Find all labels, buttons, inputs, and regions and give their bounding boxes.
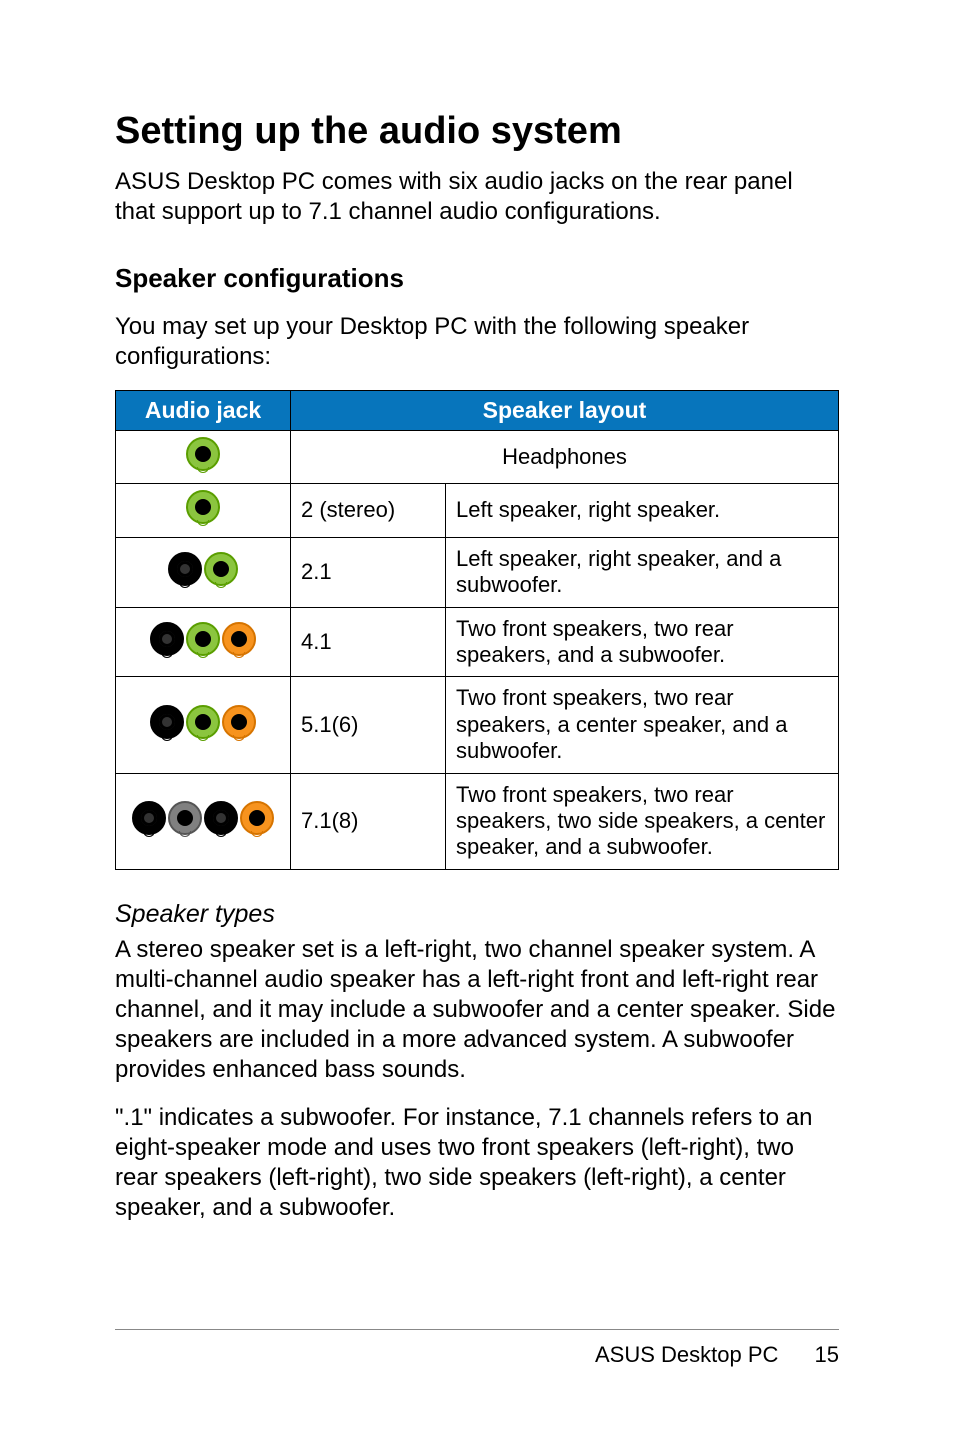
layout-desc: Left speaker, right speaker. [446,484,839,537]
table-row: 2.1Left speaker, right speaker, and a su… [116,537,839,607]
footer-page-number: 15 [815,1342,839,1367]
intro-paragraph: ASUS Desktop PC comes with six audio jac… [115,167,839,227]
table-row: 2 (stereo)Left speaker, right speaker. [116,484,839,537]
audio-jack-icon [168,552,202,586]
layout-desc: Two front speakers, two rear speakers, t… [446,773,839,869]
channel-label: 2.1 [291,537,446,607]
page-title: Setting up the audio system [115,110,839,153]
layout-desc: Headphones [291,431,839,484]
audio-jack-icon [132,801,166,835]
speaker-config-table: Audio jack Speaker layout Headphones2 (s… [115,390,839,870]
section-heading: Speaker configurations [115,263,839,294]
speaker-types-p2: ".1" indicates a subwoofer. For instance… [115,1103,839,1223]
layout-desc: Two front speakers, two rear speakers, a… [446,677,839,773]
audio-jack-icon [186,705,220,739]
audio-jack-icon [222,622,256,656]
layout-desc: Two front speakers, two rear speakers, a… [446,607,839,677]
jack-cell [116,607,291,677]
table-header-jack: Audio jack [116,391,291,431]
speaker-types-heading: Speaker types [115,900,839,929]
channel-label: 4.1 [291,607,446,677]
section-intro: You may set up your Desktop PC with the … [115,312,839,372]
audio-jack-icon [204,552,238,586]
jack-cell [116,431,291,484]
audio-jack-icon [186,437,220,471]
jack-cell [116,537,291,607]
jack-cell [116,773,291,869]
channel-label: 2 (stereo) [291,484,446,537]
audio-jack-icon [186,622,220,656]
table-row: Headphones [116,431,839,484]
audio-jack-icon [150,622,184,656]
audio-jack-icon [186,490,220,524]
audio-jack-icon [204,801,238,835]
layout-desc: Left speaker, right speaker, and a subwo… [446,537,839,607]
audio-jack-icon [240,801,274,835]
table-header-layout: Speaker layout [291,391,839,431]
speaker-types-p1: A stereo speaker set is a left-right, tw… [115,935,839,1085]
jack-cell [116,484,291,537]
page-footer: ASUS Desktop PC 15 [115,1329,839,1368]
audio-jack-icon [150,705,184,739]
table-row: 5.1(6)Two front speakers, two rear speak… [116,677,839,773]
footer-product: ASUS Desktop PC [595,1342,778,1367]
jack-cell [116,677,291,773]
channel-label: 5.1(6) [291,677,446,773]
audio-jack-icon [168,801,202,835]
audio-jack-icon [222,705,256,739]
table-row: 4.1Two front speakers, two rear speakers… [116,607,839,677]
channel-label: 7.1(8) [291,773,446,869]
table-row: 7.1(8)Two front speakers, two rear speak… [116,773,839,869]
